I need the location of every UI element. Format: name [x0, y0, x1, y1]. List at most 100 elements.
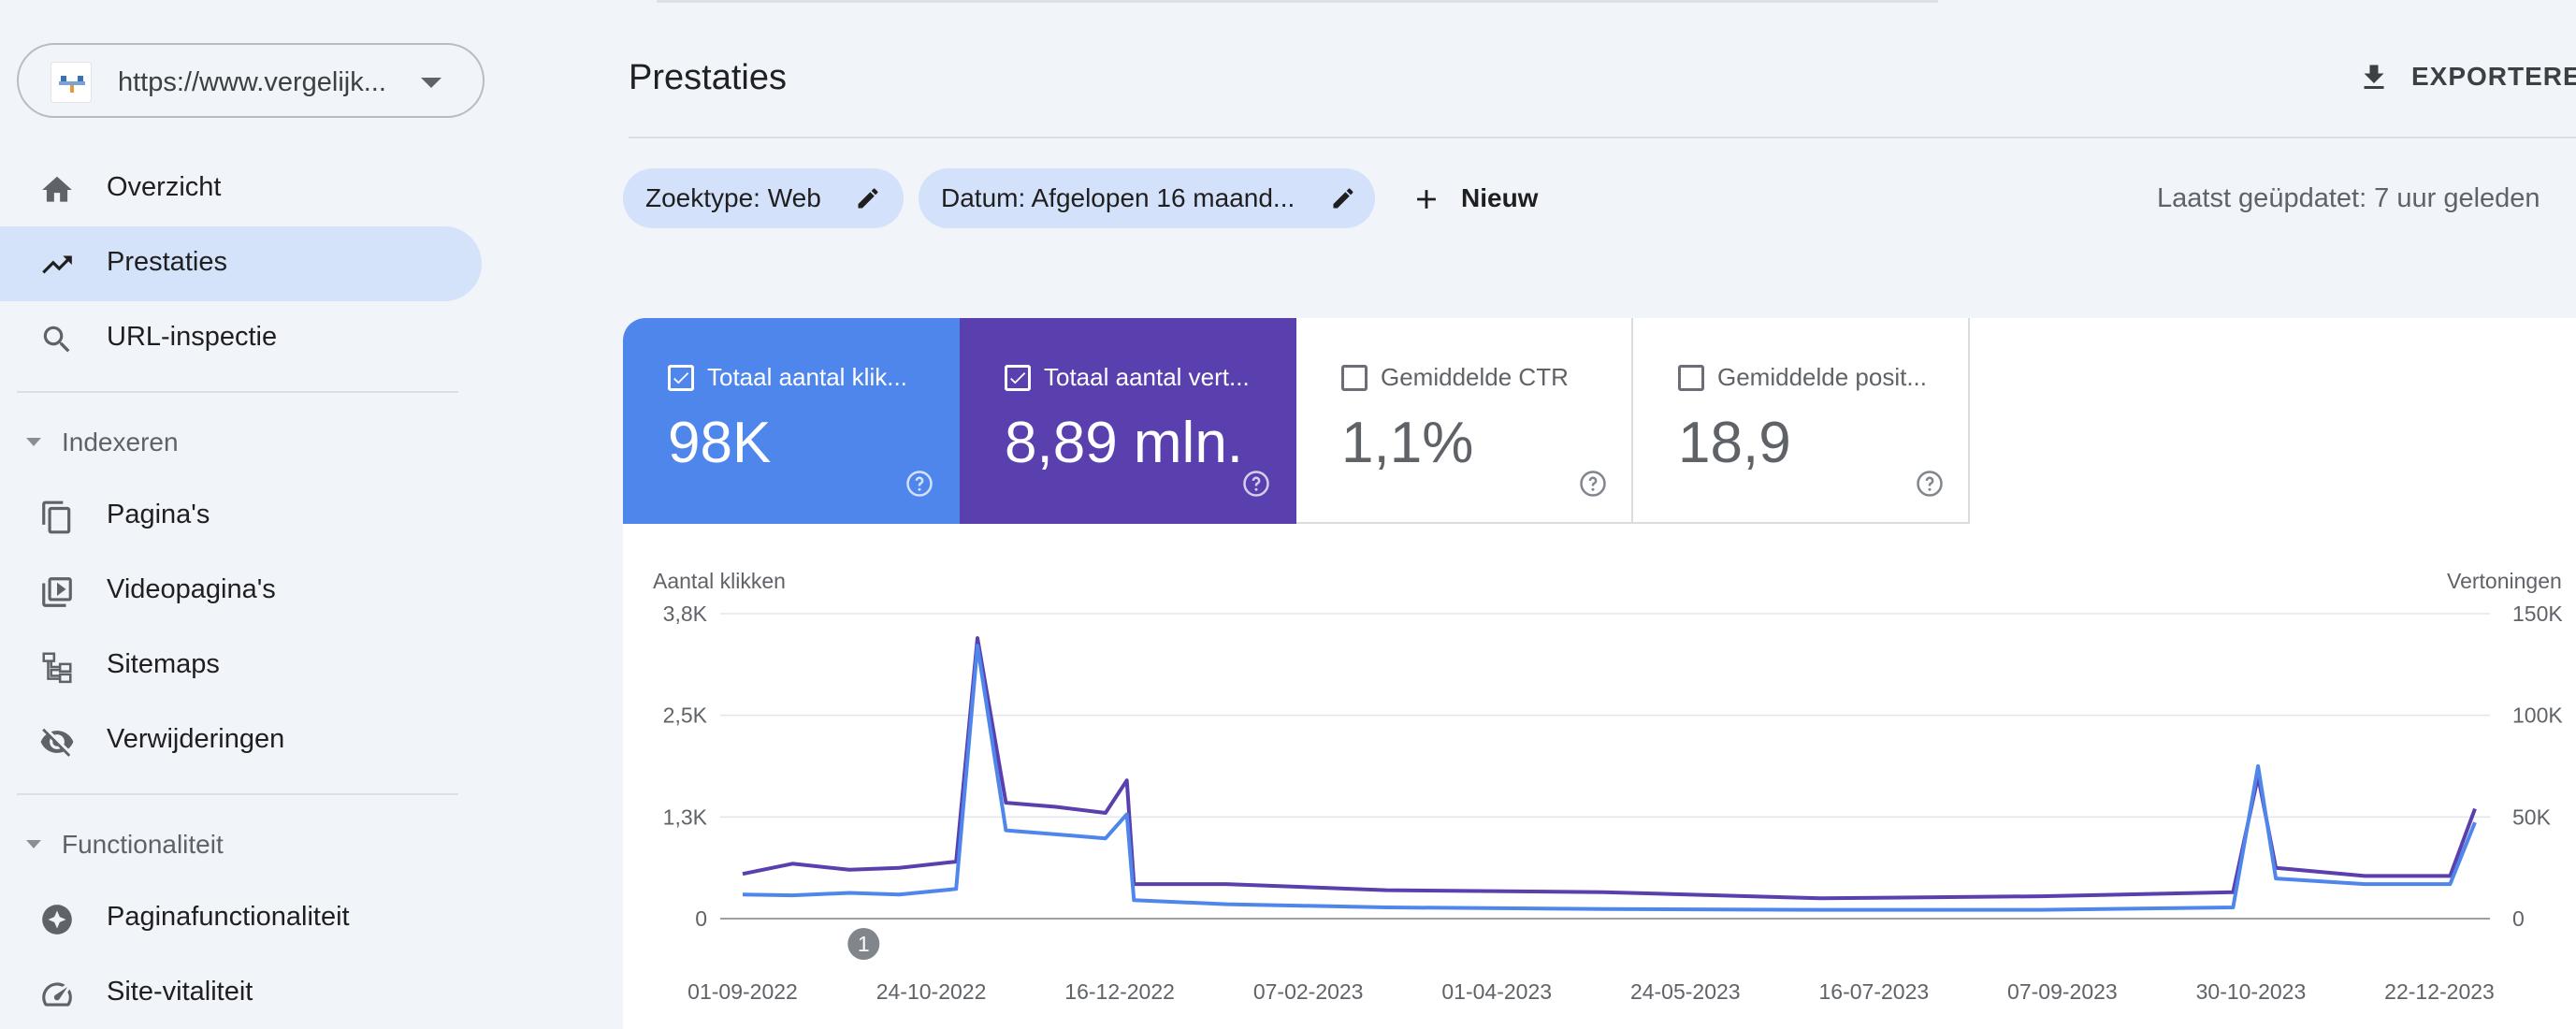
sidebar-item-site-vitaliteit[interactable]: Site-vitaliteit [0, 956, 482, 1029]
annotation-marker[interactable]: 1 [847, 928, 880, 960]
metric-label: Totaal aantal vert... [1044, 363, 1250, 391]
sidebar-item-sitemaps[interactable]: Sitemaps [0, 629, 482, 703]
download-icon [2364, 65, 2384, 89]
y-axis-right-title: Vertoningen [2447, 569, 2562, 593]
property-url: https://www.vergelijk... [118, 67, 386, 97]
x-tick-label: 24-05-2023 [1630, 979, 1741, 1004]
video-pages-icon [42, 577, 72, 607]
top-divider [657, 0, 1938, 3]
sidebar-divider [17, 391, 458, 393]
export-button[interactable]: EXPORTEREN [2357, 56, 2576, 99]
metric-value: 98K [668, 411, 772, 475]
visibility-off-icon [40, 728, 74, 757]
section-label: Functionaliteit [62, 830, 224, 859]
filter-chip-search-type[interactable]: Zoektype: Web [623, 168, 904, 228]
y-tick-right: 150K [2512, 601, 2563, 626]
site-favicon-icon [51, 62, 92, 103]
y-tick-left: 2,5K [663, 703, 708, 728]
new-filter-label: Nieuw [1461, 183, 1539, 212]
checkbox-unchecked-icon[interactable] [1678, 365, 1704, 391]
sidebar-item-label: Site-vitaliteit [107, 977, 253, 1007]
svg-text:1: 1 [858, 932, 870, 956]
pages-icon [42, 500, 71, 534]
metric-label: Gemiddelde CTR [1381, 363, 1569, 391]
sidebar-item-paginas[interactable]: Pagina's [0, 479, 482, 554]
sitemap-icon [42, 652, 72, 684]
sidebar-item-label: Verwijderingen [107, 724, 285, 754]
x-tick-label: 01-09-2022 [687, 979, 798, 1004]
metric-card-impressions[interactable]: Totaal aantal vert... 8,89 mln. [960, 318, 1296, 524]
chevron-down-icon [421, 78, 441, 88]
metric-value: 8,89 mln. [1005, 411, 1244, 475]
export-label: EXPORTEREN [2411, 62, 2576, 91]
sidebar-item-videopaginas[interactable]: Videopagina's [0, 554, 482, 629]
series-line-impressions[interactable] [742, 636, 2477, 901]
sidebar-item-label: Overzicht [107, 172, 222, 202]
sidebar-item-label: URL-inspectie [107, 322, 278, 352]
x-tick-label: 30-10-2023 [2196, 979, 2307, 1004]
sidebar-item-paginafunctionaliteit[interactable]: Paginafunctionaliteit [0, 881, 482, 956]
x-tick-label: 16-12-2022 [1064, 979, 1175, 1004]
sidebar-item-label: Paginafunctionaliteit [107, 902, 350, 932]
help-icon[interactable] [1579, 470, 1607, 498]
filter-chip-label: Datum: Afgelopen 16 maand... [941, 183, 1295, 212]
performance-chart[interactable]: Aantal klikken Vertoningen 3,8K 150K 2,5K 1… [623, 561, 2576, 1029]
search-icon [43, 326, 70, 353]
x-tick-label: 24-10-2022 [876, 979, 987, 1004]
y-tick-right: 100K [2512, 703, 2563, 728]
sidebar-item-label: Pagina's [107, 500, 210, 529]
caret-down-icon [26, 438, 41, 446]
metric-label: Totaal aantal klik... [707, 363, 907, 391]
help-icon[interactable] [1916, 470, 1944, 498]
help-icon[interactable] [1242, 470, 1270, 498]
header-divider [629, 137, 2576, 138]
sidebar-item-label: Videopagina's [107, 574, 276, 604]
checkbox-checked-icon[interactable] [1005, 365, 1031, 391]
y-tick-right: 0 [2512, 906, 2525, 931]
speed-icon [42, 982, 72, 1007]
property-selector[interactable]: https://www.vergelijk... [17, 43, 485, 118]
sidebar-item-label: Sitemaps [107, 649, 220, 679]
sidebar-divider [17, 793, 458, 795]
y-tick-left: 3,8K [663, 601, 708, 626]
page-title: Prestaties [629, 58, 787, 97]
sidebar-item-verwijderingen[interactable]: Verwijderingen [0, 703, 482, 778]
y-tick-left: 1,3K [663, 804, 708, 829]
x-tick-label: 22-12-2023 [2384, 979, 2495, 1004]
y-tick-right: 50K [2512, 804, 2552, 829]
sidebar-item-overzicht[interactable]: Overzicht [0, 152, 482, 226]
help-icon[interactable] [905, 470, 933, 498]
checkbox-unchecked-icon[interactable] [1341, 365, 1368, 391]
series-line-clicks[interactable] [742, 644, 2477, 912]
y-axis-left-title: Aantal klikken [653, 569, 786, 593]
x-tick-label: 16-07-2023 [1819, 979, 1930, 1004]
x-tick-label: 01-04-2023 [1441, 979, 1552, 1004]
sidebar: https://www.vergelijk... Overzicht Prest… [0, 0, 543, 1029]
edit-icon[interactable] [1330, 185, 1356, 211]
filter-chip-date[interactable]: Datum: Afgelopen 16 maand... [919, 168, 1375, 228]
x-tick-label: 07-09-2023 [2007, 979, 2118, 1004]
metric-card-position[interactable]: Gemiddelde posit... 18,9 [1633, 318, 1970, 524]
metric-value: 18,9 [1678, 411, 1791, 475]
edit-icon[interactable] [855, 185, 881, 211]
y-tick-left: 0 [695, 906, 707, 931]
home-icon [42, 176, 72, 202]
sidebar-item-url-inspectie[interactable]: URL-inspectie [0, 301, 482, 376]
trending-up-icon [42, 255, 72, 274]
section-functionaliteit[interactable]: Functionaliteit [0, 816, 482, 872]
chart-canvas[interactable]: 3,8K 150K 2,5K 100K 1,3K 50K 0 0 01-09-2022 24-10… [623, 561, 2576, 1029]
metric-label: Gemiddelde posit... [1717, 363, 1928, 391]
metric-card-ctr[interactable]: Gemiddelde CTR 1,1% [1296, 318, 1633, 524]
checkbox-checked-icon[interactable] [668, 365, 694, 391]
new-filter-button[interactable]: Nieuw [1407, 168, 1556, 228]
metric-value: 1,1% [1341, 411, 1474, 475]
sidebar-item-prestaties[interactable]: Prestaties [0, 226, 482, 301]
plus-icon [1417, 190, 1436, 209]
metric-card-clicks[interactable]: Totaal aantal klik... 98K [623, 318, 960, 524]
caret-down-icon [26, 840, 41, 848]
last-updated-text: Laatst geüpdatet: 7 uur geleden [2157, 183, 2540, 213]
section-label: Indexeren [62, 428, 179, 457]
page-experience-icon [42, 905, 72, 935]
sidebar-item-label: Prestaties [107, 247, 227, 277]
section-indexeren[interactable]: Indexeren [0, 413, 482, 470]
